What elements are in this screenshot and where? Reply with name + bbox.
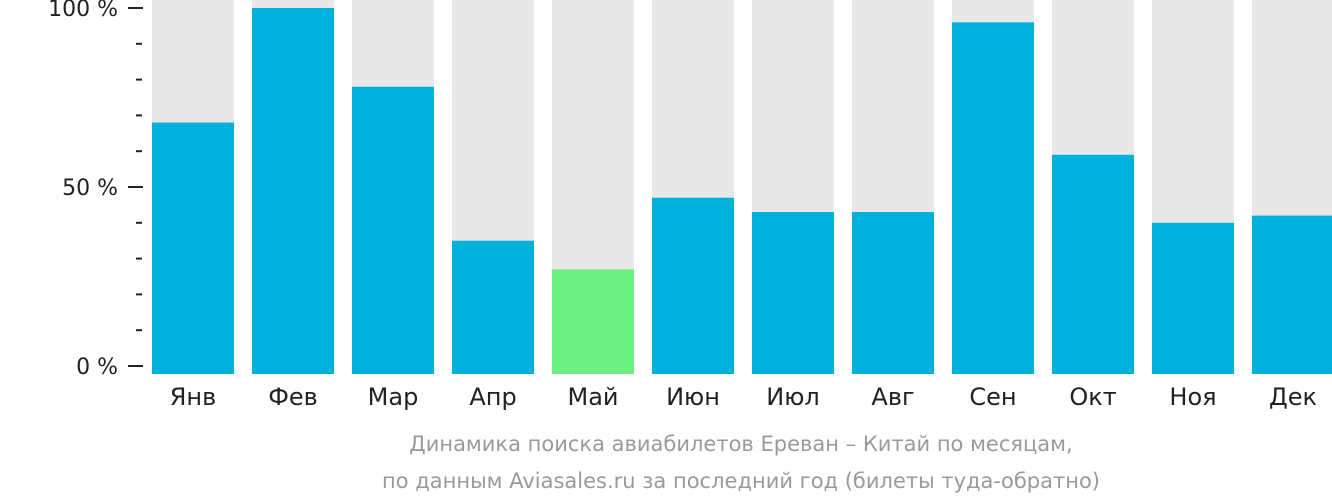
x-tick-label: Мар <box>368 383 419 411</box>
bar-4 <box>452 240 534 374</box>
x-tick-label: Янв <box>170 383 217 411</box>
x-tick-label: Июн <box>666 383 720 411</box>
x-tick-label: Фев <box>268 383 318 411</box>
bar-9 <box>952 22 1034 374</box>
y-tick-label: 0 % <box>76 355 118 380</box>
y-tick-label: 50 % <box>62 176 118 201</box>
x-tick-label: Июл <box>766 383 820 411</box>
x-tick-label: Окт <box>1069 383 1116 411</box>
bar-2 <box>252 8 334 374</box>
bar-6 <box>652 197 734 374</box>
y-axis: 0 % 50 % 100 % <box>48 0 143 380</box>
bar-5 <box>552 269 634 374</box>
chart-caption-line-1: Динамика поиска авиабилетов Ереван – Кит… <box>409 432 1072 456</box>
y-tick-label: 100 % <box>48 0 118 22</box>
x-tick-label: Дек <box>1269 383 1317 411</box>
bars-group <box>152 0 1332 374</box>
x-tick-label: Сен <box>969 383 1016 411</box>
bar-11 <box>1152 222 1234 374</box>
bar-12 <box>1252 215 1332 374</box>
bar-1 <box>152 122 234 374</box>
x-tick-label: Ноя <box>1169 383 1216 411</box>
bar-8 <box>852 212 934 374</box>
bar-7 <box>752 212 834 374</box>
x-axis-labels: Янв Фев Мар Апр Май Июн Июл Авг Сен Окт Ноя Дек <box>170 383 1317 411</box>
x-tick-label: Май <box>567 383 618 411</box>
chart-caption-line-2: по данным Aviasales.ru за последний год … <box>382 469 1100 493</box>
bar-3 <box>352 86 434 374</box>
x-tick-label: Апр <box>469 383 516 411</box>
x-tick-label: Авг <box>871 383 914 411</box>
bar-10 <box>1052 154 1134 374</box>
